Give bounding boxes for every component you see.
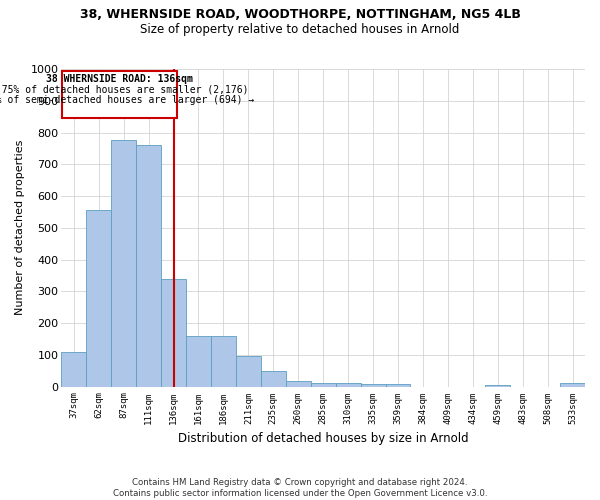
Bar xyxy=(86,210,111,386)
Bar xyxy=(286,381,311,386)
Bar xyxy=(161,278,186,386)
Bar xyxy=(335,384,361,386)
Text: 24% of semi-detached houses are larger (694) →: 24% of semi-detached houses are larger (… xyxy=(0,95,254,105)
Bar xyxy=(386,384,410,386)
Bar xyxy=(236,356,261,386)
Bar xyxy=(111,140,136,386)
Text: 38 WHERNSIDE ROAD: 136sqm: 38 WHERNSIDE ROAD: 136sqm xyxy=(46,74,193,84)
X-axis label: Distribution of detached houses by size in Arnold: Distribution of detached houses by size … xyxy=(178,432,469,445)
Bar xyxy=(361,384,386,386)
Text: 38, WHERNSIDE ROAD, WOODTHORPE, NOTTINGHAM, NG5 4LB: 38, WHERNSIDE ROAD, WOODTHORPE, NOTTINGH… xyxy=(80,8,520,20)
Text: Contains HM Land Registry data © Crown copyright and database right 2024.
Contai: Contains HM Land Registry data © Crown c… xyxy=(113,478,487,498)
Text: Size of property relative to detached houses in Arnold: Size of property relative to detached ho… xyxy=(140,22,460,36)
Y-axis label: Number of detached properties: Number of detached properties xyxy=(15,140,25,316)
Bar xyxy=(61,352,86,386)
Text: ← 75% of detached houses are smaller (2,176): ← 75% of detached houses are smaller (2,… xyxy=(0,84,248,94)
Bar xyxy=(485,385,510,386)
Bar xyxy=(211,336,236,386)
Bar xyxy=(136,145,161,386)
Bar xyxy=(560,384,585,386)
FancyBboxPatch shape xyxy=(62,70,176,118)
Bar xyxy=(186,336,211,386)
Bar xyxy=(311,382,335,386)
Bar xyxy=(261,370,286,386)
